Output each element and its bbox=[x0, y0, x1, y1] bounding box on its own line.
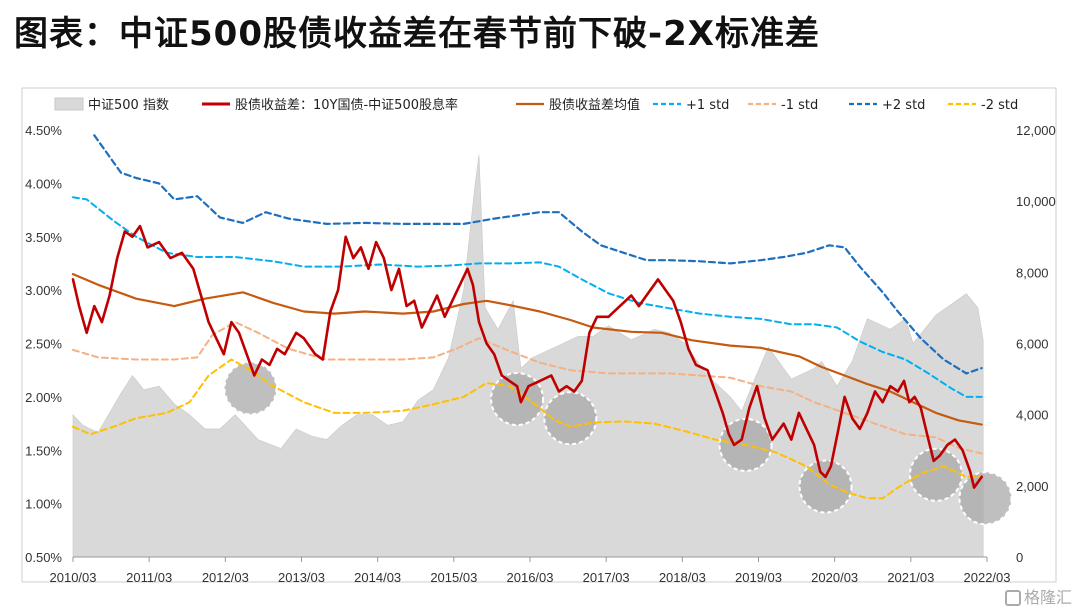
y-left-tick-label: 4.00% bbox=[25, 176, 62, 191]
series-minus1-line bbox=[72, 321, 983, 455]
highlight-circle-3 bbox=[543, 391, 598, 446]
x-tick-label: 2015/03 bbox=[430, 570, 477, 585]
y-right-tick-label: 10,000 bbox=[1016, 194, 1056, 209]
page-title: 图表：中证500股债收益差在春节前下破-2X标准差 bbox=[14, 14, 820, 54]
legend-label-plus1: +1 std bbox=[686, 98, 729, 113]
legend-label-minus2: -2 std bbox=[981, 98, 1018, 113]
watermark-logo-icon bbox=[1004, 590, 1021, 606]
series-plus2-line bbox=[93, 134, 983, 375]
highlight-circle-7 bbox=[958, 471, 1013, 526]
x-tick-label: 2020/03 bbox=[811, 570, 858, 585]
y-left-tick-label: 0.50% bbox=[25, 550, 62, 565]
x-tick-label: 2010/03 bbox=[50, 570, 97, 585]
x-tick-label: 2021/03 bbox=[887, 570, 934, 585]
lines-layer bbox=[71, 134, 984, 500]
y-right-tick-label: 4,000 bbox=[1016, 408, 1049, 423]
y-right-tick-label: 6,000 bbox=[1016, 337, 1049, 352]
x-tick-label: 2013/03 bbox=[278, 570, 325, 585]
axes-layer: 0.50% 1.00% 1.50% 2.00% 2.50% 3.00% 3.50% 4.00%… bbox=[25, 123, 1056, 585]
highlight-circle-5 bbox=[798, 459, 853, 514]
series-spread-line bbox=[71, 224, 984, 489]
x-tick-label: 2014/03 bbox=[354, 570, 401, 585]
legend-label-mean: 股债收益差均值 bbox=[549, 97, 640, 113]
legend-label-plus2: +2 std bbox=[882, 98, 925, 113]
series-mean-line bbox=[71, 273, 983, 426]
legend-label-spread: 股债收益差：10Y国债-中证500股息率 bbox=[235, 97, 458, 113]
series-plus1-line bbox=[72, 196, 983, 398]
x-tick-label: 2011/03 bbox=[126, 570, 172, 585]
y-left-tick-label: 4.50% bbox=[25, 123, 62, 138]
y-right-tick-label: 8,000 bbox=[1016, 265, 1049, 280]
y-left-tick-label: 2.50% bbox=[25, 337, 62, 352]
legend-label-minus1: -1 std bbox=[781, 98, 818, 113]
x-tick-label: 2019/03 bbox=[735, 570, 782, 585]
y-left-tick-label: 3.00% bbox=[25, 283, 62, 298]
y-right-tick-label: 12,000 bbox=[1016, 123, 1056, 138]
x-tick-label: 2016/03 bbox=[507, 570, 554, 585]
x-tick-label: 2012/03 bbox=[202, 570, 249, 585]
y-left-tick-label: 2.00% bbox=[25, 390, 62, 405]
y-left-tick-label: 1.50% bbox=[25, 443, 62, 458]
y-right-tick-label: 2,000 bbox=[1016, 479, 1049, 494]
highlight-circle-2 bbox=[490, 372, 545, 427]
x-tick-label: 2022/03 bbox=[964, 570, 1011, 585]
x-tick-label: 2017/03 bbox=[583, 570, 630, 585]
watermark-text: 格隆汇 bbox=[1023, 588, 1072, 607]
y-left-tick-label: 3.50% bbox=[25, 230, 62, 245]
watermark: 格隆汇 bbox=[1004, 584, 1072, 608]
x-tick-label: 2018/03 bbox=[659, 570, 706, 585]
legend-label-index: 中证500 指数 bbox=[88, 98, 169, 113]
legend: 中证500 指数 股债收益差：10Y国债-中证500股息率 股债收益差均值 +1 st… bbox=[54, 97, 1018, 113]
series-minus2-line bbox=[72, 358, 983, 500]
legend-swatch-index bbox=[54, 97, 84, 111]
y-right-tick-label: 0 bbox=[1016, 550, 1023, 565]
y-left-tick-label: 1.00% bbox=[25, 497, 62, 512]
